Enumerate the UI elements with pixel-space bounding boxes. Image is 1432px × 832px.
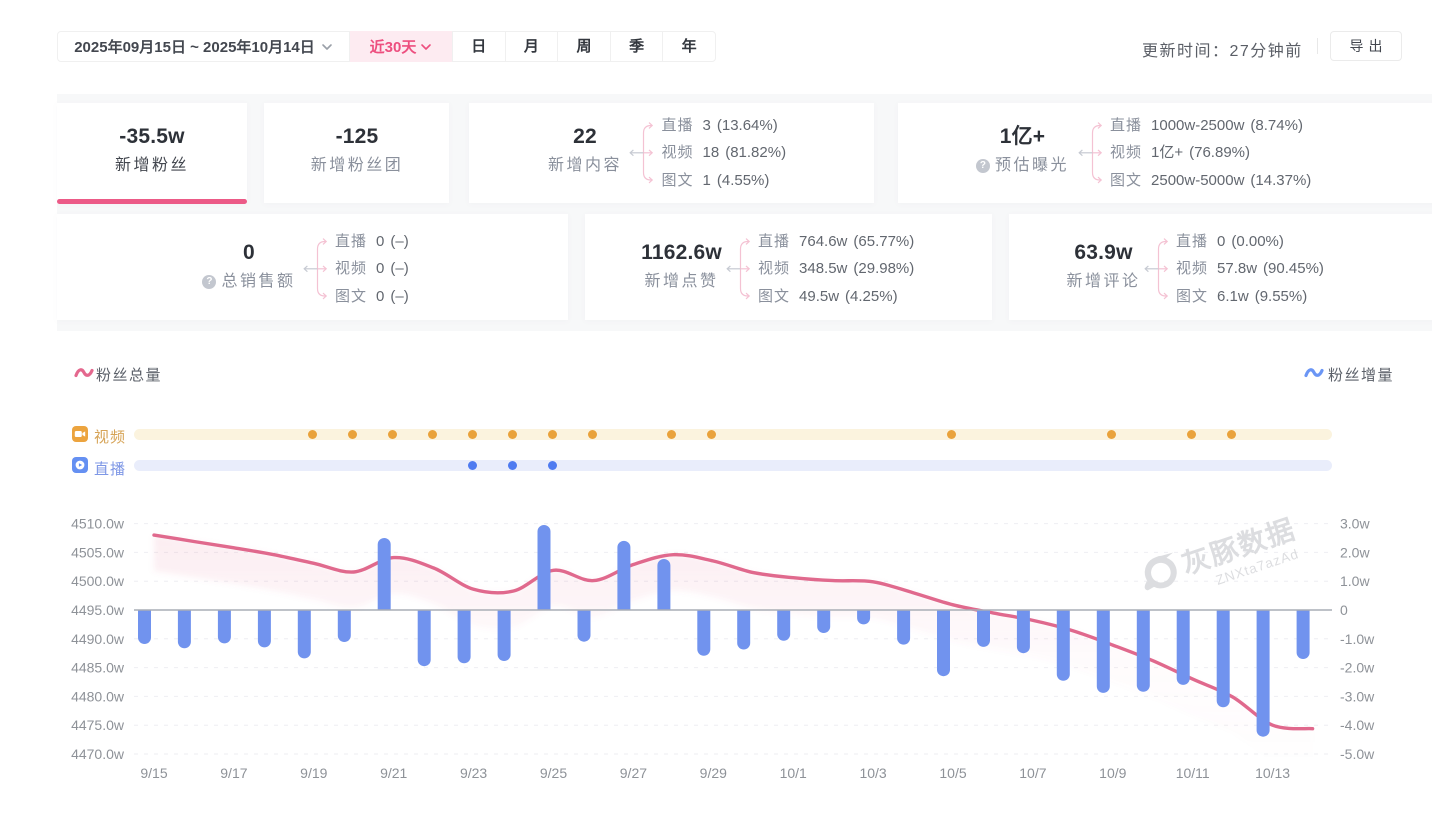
svg-text:9/19: 9/19 bbox=[300, 765, 327, 781]
svg-text:-5.0w: -5.0w bbox=[1340, 746, 1375, 762]
svg-text:9/29: 9/29 bbox=[700, 765, 727, 781]
svg-text:4485.0w: 4485.0w bbox=[71, 660, 125, 676]
svg-text:4490.0w: 4490.0w bbox=[71, 631, 125, 647]
svg-text:2.0w: 2.0w bbox=[1340, 544, 1370, 560]
svg-text:-3.0w: -3.0w bbox=[1340, 688, 1375, 704]
svg-text:10/13: 10/13 bbox=[1255, 765, 1290, 781]
svg-text:3.0w: 3.0w bbox=[1340, 516, 1370, 532]
svg-text:4505.0w: 4505.0w bbox=[71, 544, 125, 560]
svg-text:10/11: 10/11 bbox=[1176, 765, 1210, 781]
svg-text:-4.0w: -4.0w bbox=[1340, 717, 1375, 733]
svg-text:4495.0w: 4495.0w bbox=[71, 602, 125, 618]
svg-text:-1.0w: -1.0w bbox=[1340, 631, 1375, 647]
svg-text:4480.0w: 4480.0w bbox=[71, 688, 125, 704]
svg-text:4470.0w: 4470.0w bbox=[71, 746, 125, 762]
svg-text:10/3: 10/3 bbox=[859, 765, 886, 781]
svg-text:10/5: 10/5 bbox=[939, 765, 966, 781]
svg-text:9/25: 9/25 bbox=[540, 765, 567, 781]
svg-text:4510.0w: 4510.0w bbox=[71, 516, 125, 532]
svg-text:4500.0w: 4500.0w bbox=[71, 573, 125, 589]
svg-text:10/1: 10/1 bbox=[780, 765, 807, 781]
svg-text:9/27: 9/27 bbox=[620, 765, 647, 781]
svg-text:-2.0w: -2.0w bbox=[1340, 660, 1375, 676]
svg-text:1.0w: 1.0w bbox=[1340, 573, 1370, 589]
svg-text:9/15: 9/15 bbox=[140, 765, 167, 781]
svg-text:9/17: 9/17 bbox=[220, 765, 247, 781]
svg-text:4475.0w: 4475.0w bbox=[71, 717, 125, 733]
svg-text:9/23: 9/23 bbox=[460, 765, 487, 781]
svg-text:10/7: 10/7 bbox=[1019, 765, 1046, 781]
svg-text:0: 0 bbox=[1340, 602, 1348, 618]
svg-text:9/21: 9/21 bbox=[380, 765, 407, 781]
svg-text:10/9: 10/9 bbox=[1099, 765, 1126, 781]
